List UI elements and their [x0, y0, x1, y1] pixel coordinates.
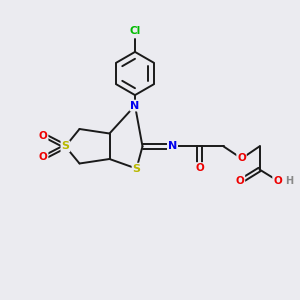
Text: O: O	[236, 176, 244, 186]
Text: H: H	[285, 176, 294, 186]
Text: O: O	[195, 163, 204, 173]
Text: O: O	[39, 130, 48, 141]
Text: N: N	[130, 100, 140, 111]
Text: O: O	[273, 176, 282, 186]
Text: S: S	[61, 141, 69, 152]
Text: O: O	[39, 152, 48, 162]
Text: Cl: Cl	[129, 26, 141, 37]
Text: O: O	[237, 153, 246, 164]
Text: S: S	[133, 164, 140, 174]
Text: N: N	[168, 141, 177, 152]
